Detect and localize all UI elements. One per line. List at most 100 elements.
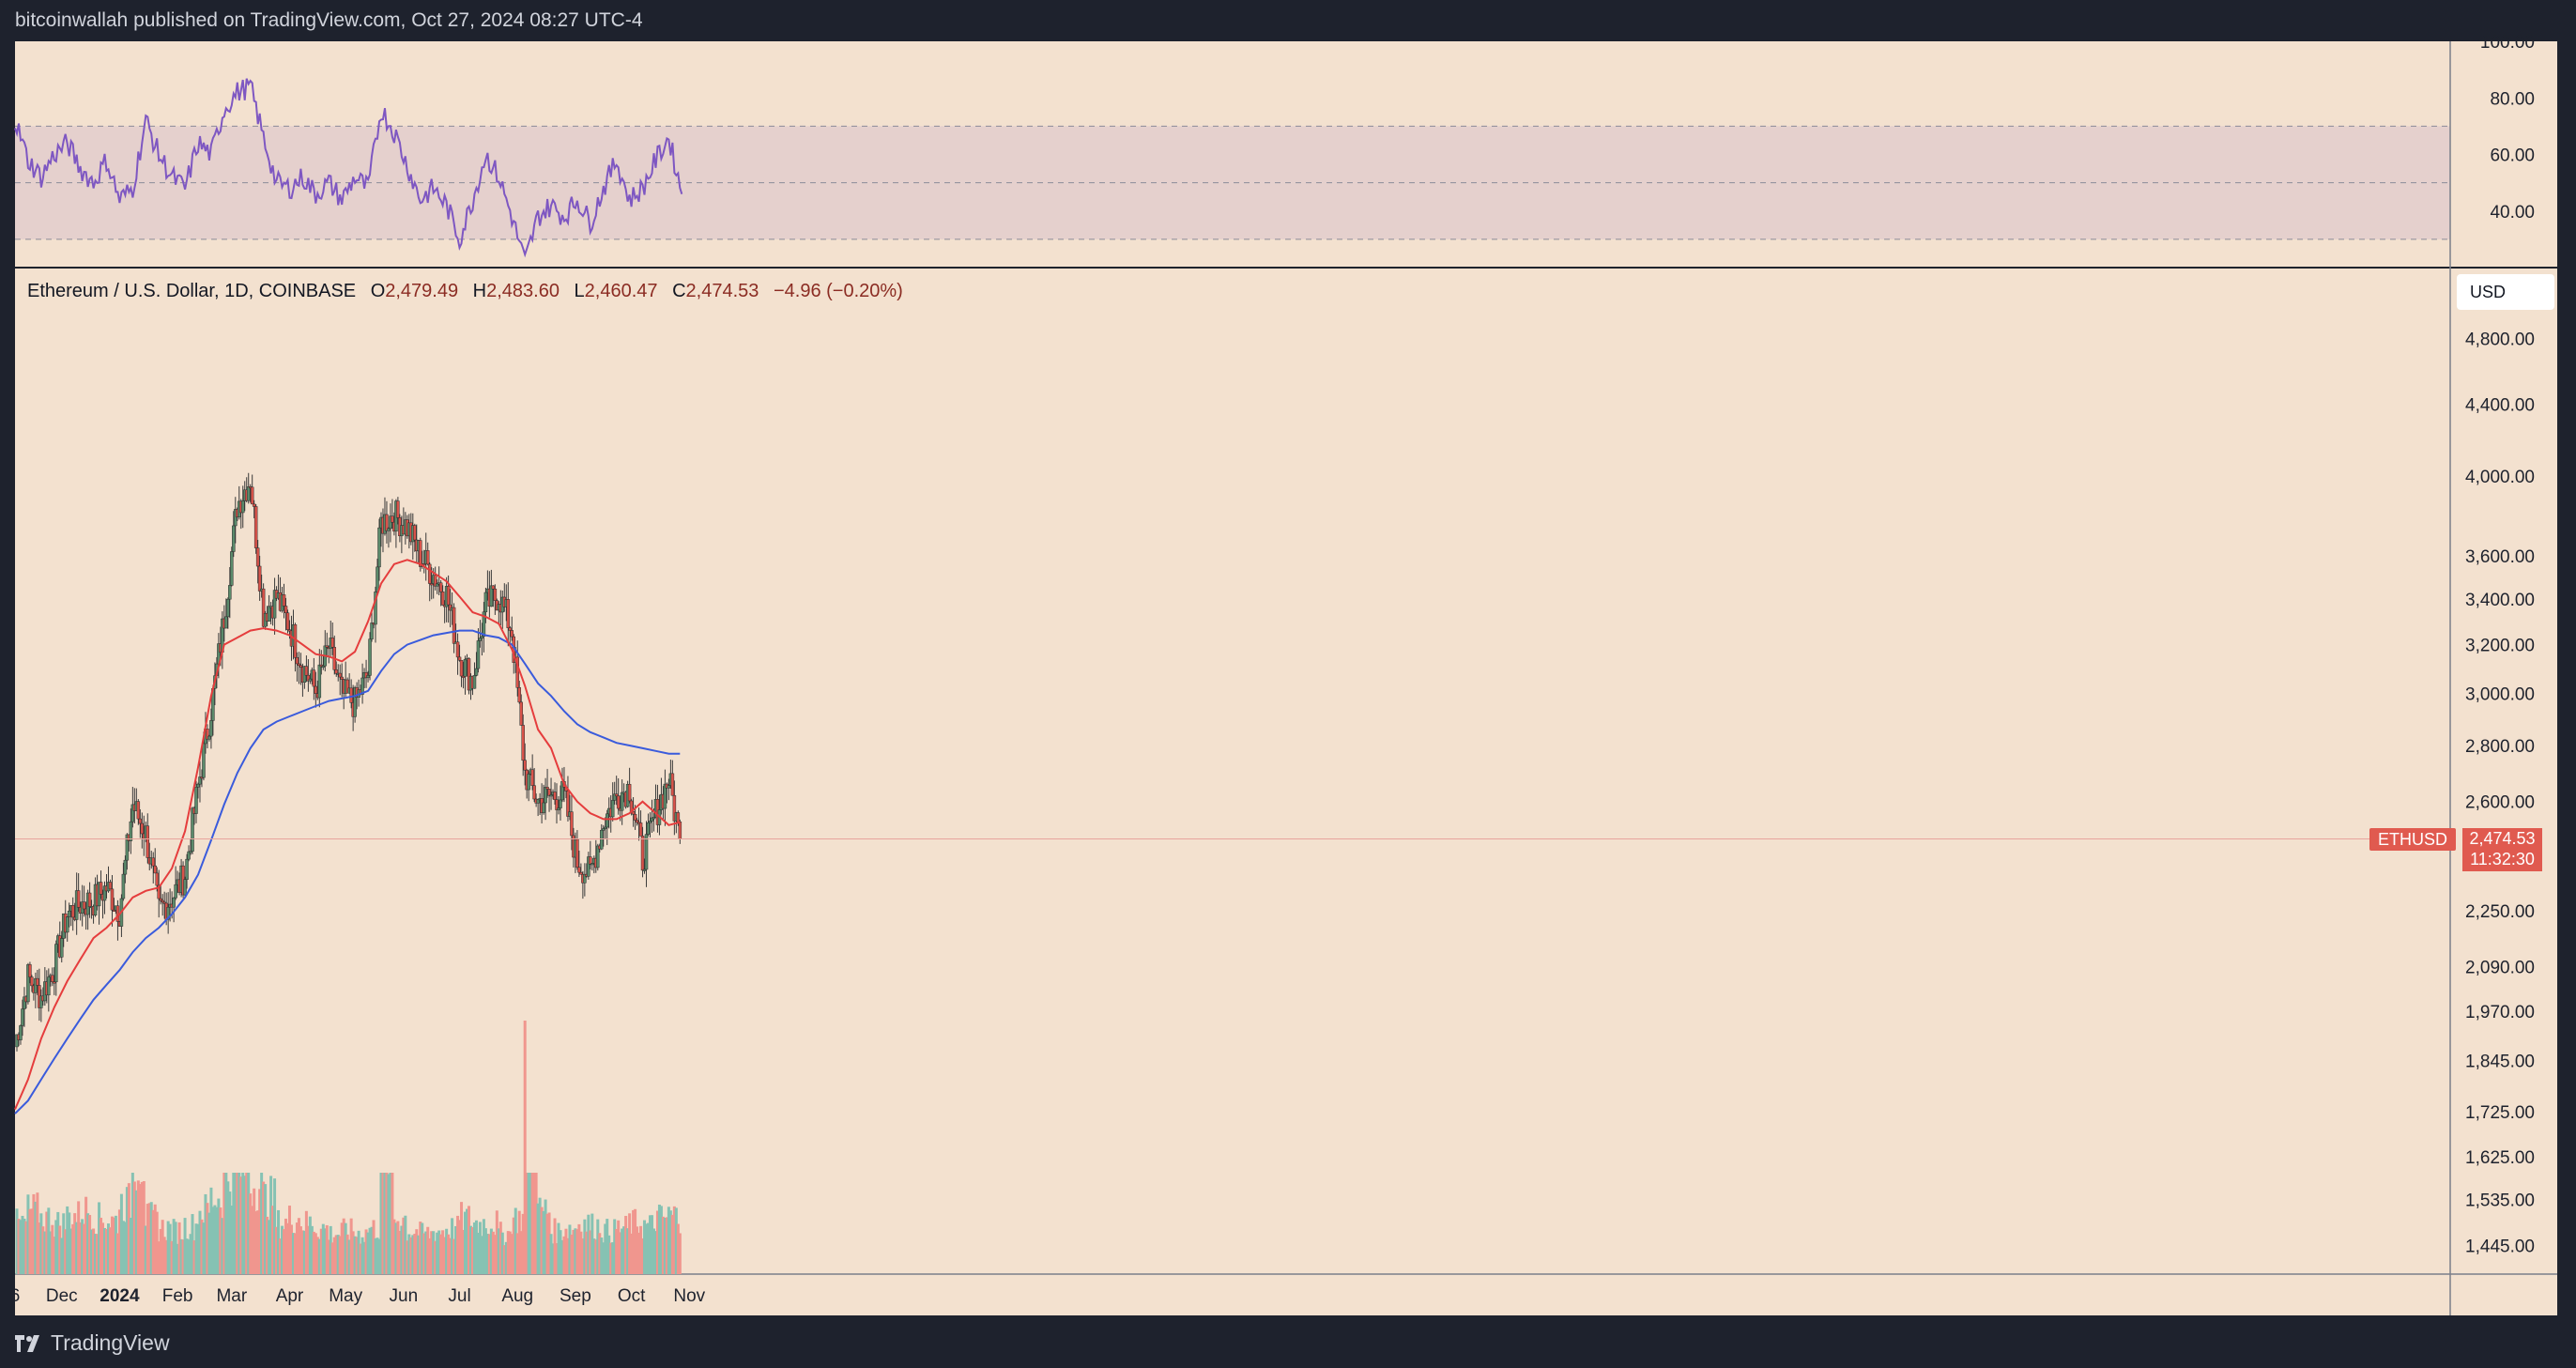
volume-bar	[196, 1223, 200, 1274]
volume-bar	[452, 1238, 456, 1274]
volume-bar	[437, 1230, 441, 1274]
volume-bar	[523, 1021, 527, 1274]
candle-body	[172, 897, 176, 908]
volume-bar	[362, 1241, 366, 1274]
volume-bar	[661, 1216, 665, 1274]
price-tick-label: 3,000.00	[2465, 685, 2535, 705]
footer-bar: TradingView	[0, 1316, 2576, 1368]
price-tick-label: 1,535.00	[2465, 1191, 2535, 1211]
close-label: C	[672, 281, 686, 301]
volume-bar	[228, 1191, 232, 1274]
volume-bar	[119, 1193, 123, 1274]
candle-body	[532, 785, 536, 800]
volume-bar	[117, 1209, 121, 1274]
volume-bar	[374, 1237, 377, 1274]
volume-bar	[264, 1184, 268, 1274]
time-tick-label: Jun	[390, 1286, 419, 1306]
candle-body	[255, 547, 260, 567]
volume-bar	[23, 1219, 26, 1274]
volume-bar	[364, 1229, 368, 1274]
volume-bar	[64, 1229, 68, 1274]
volume-bar	[123, 1222, 127, 1274]
volume-bar	[462, 1229, 466, 1274]
volume-bar	[308, 1216, 312, 1274]
candle-body	[108, 882, 113, 890]
symbol-price-label: ETHUSD	[2369, 828, 2456, 851]
candle-body	[67, 910, 71, 917]
volume-bar	[519, 1231, 523, 1274]
volume-bar	[647, 1222, 651, 1274]
candle-body	[330, 638, 334, 648]
volume-bar	[668, 1210, 672, 1274]
volume-bar	[88, 1215, 92, 1274]
candle-body	[47, 976, 51, 996]
volume-bar	[641, 1237, 645, 1274]
volume-bar	[106, 1223, 110, 1274]
candle-body	[396, 500, 400, 518]
candle-body	[36, 977, 39, 986]
volume-bar	[353, 1236, 357, 1274]
volume-bar	[125, 1187, 129, 1274]
candle-body	[30, 976, 34, 987]
volume-bar	[413, 1234, 417, 1274]
volume-bar	[672, 1206, 676, 1274]
candle-body	[99, 882, 103, 895]
volume-bar	[534, 1173, 538, 1274]
candle-body	[70, 905, 75, 918]
volume-bar	[574, 1228, 577, 1274]
candle-body	[121, 873, 126, 899]
volume-bar	[140, 1181, 144, 1274]
volume-bar	[266, 1216, 269, 1274]
candle-body	[646, 822, 651, 835]
candle-body	[670, 773, 675, 796]
volume-bar	[219, 1207, 222, 1274]
volume-bar	[41, 1226, 45, 1274]
time-tick-label: Dec	[46, 1286, 78, 1306]
volume-bar	[96, 1234, 100, 1274]
volume-bar	[376, 1237, 379, 1274]
volume-bar	[181, 1239, 185, 1274]
last-price-value: 2,474.53	[2469, 829, 2536, 848]
candle-body	[82, 901, 86, 910]
low-value: 2,460.47	[584, 281, 658, 301]
candle-body	[87, 892, 92, 907]
volume-bar	[639, 1225, 643, 1274]
volume-bar	[630, 1233, 634, 1274]
candle-body	[376, 566, 379, 592]
candle-body	[146, 825, 150, 858]
volume-bar	[215, 1207, 219, 1274]
volume-bar	[344, 1222, 347, 1274]
volume-bar	[189, 1234, 192, 1274]
volume-bar	[130, 1173, 134, 1274]
volume-bar	[73, 1213, 77, 1274]
tradingview-brand[interactable]: TradingView	[15, 1330, 170, 1356]
currency-button[interactable]: USD	[2457, 274, 2554, 310]
candle-body	[577, 867, 581, 873]
volume-bar	[287, 1206, 291, 1274]
time-axis: 6 Dec 2024 Feb Mar Apr May Jun Jul Aug Sep Oct Nov	[10, 1286, 706, 1306]
candle-body	[267, 606, 271, 622]
volume-bar	[406, 1240, 409, 1274]
brand-name: TradingView	[51, 1330, 170, 1355]
volume-bar	[667, 1207, 670, 1274]
volume-bar	[510, 1234, 514, 1274]
volume-bar	[183, 1218, 187, 1274]
volume-bar	[474, 1220, 478, 1274]
candle-body	[194, 787, 198, 814]
volume-bar	[398, 1231, 402, 1274]
volume-bar	[357, 1230, 360, 1274]
candle-body	[196, 783, 200, 788]
volume-bar	[245, 1173, 249, 1274]
candle-body	[65, 916, 69, 933]
volume-bar	[470, 1226, 474, 1274]
volume-bar	[17, 1219, 21, 1274]
volume-bar	[90, 1229, 94, 1274]
rsi-tick-label: 80.00	[2490, 89, 2535, 109]
volume-bar	[441, 1230, 445, 1274]
volume-bar	[650, 1215, 653, 1274]
volume-bar	[162, 1237, 166, 1274]
volume-bar	[430, 1231, 434, 1274]
volume-bar	[443, 1237, 447, 1274]
candle-body	[638, 822, 643, 837]
